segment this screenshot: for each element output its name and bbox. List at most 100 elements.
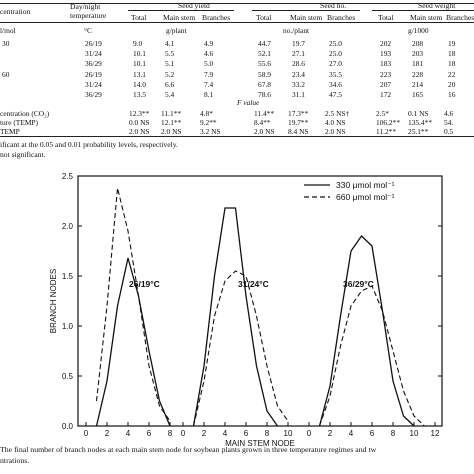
header-temp-line1: Day/night xyxy=(70,2,101,11)
x-tick-label: 0 xyxy=(181,429,186,438)
y-axis-label: BRANCH NODES xyxy=(49,269,58,333)
table-cell: 183 xyxy=(380,59,392,68)
row-temperature: 36/29 xyxy=(85,59,102,68)
table-cell: 9.0 xyxy=(133,39,143,48)
table-cell: 31.1 xyxy=(292,90,305,99)
fvalue-cell: 4.0 NS xyxy=(325,118,346,127)
panel-temperature-label: 31/24°C xyxy=(238,279,269,289)
table-cell: 5.2 xyxy=(165,70,175,79)
fvalue-cell: 4.6 xyxy=(444,109,454,118)
figure-caption-line2: ntrations. xyxy=(0,456,30,465)
table-cell: 4.6 xyxy=(204,49,214,58)
y-tick-label: 0.0 xyxy=(62,422,74,431)
x-tick-label: 8 xyxy=(265,429,270,438)
x-tick-label: 4 xyxy=(126,429,131,438)
sub-header: Main stem xyxy=(410,13,443,22)
x-tick-label: 8 xyxy=(391,429,396,438)
y-tick-label: 0.5 xyxy=(62,372,74,381)
table-cell: 214 xyxy=(412,80,424,89)
unit-yield: g/plant xyxy=(166,26,187,35)
table-cell: 25.0 xyxy=(329,49,342,58)
table-cell: 78.6 xyxy=(258,90,271,99)
chart-axes xyxy=(77,175,443,427)
fvalue-cell: 12.1** xyxy=(161,118,182,127)
chart-lines xyxy=(95,187,425,427)
x-tick-label: 8 xyxy=(168,429,173,438)
x-tick-label: 0 xyxy=(307,429,312,438)
table-cell: 22 xyxy=(448,70,456,79)
table-cell: 10.1 xyxy=(133,49,146,58)
table-cell: 67.8 xyxy=(258,80,271,89)
table-cell: 27.1 xyxy=(292,49,305,58)
x-tick-label: 2 xyxy=(202,429,207,438)
x-tick-label: 4 xyxy=(223,429,228,438)
sub-header: Total xyxy=(378,13,394,22)
table-cell: 58.9 xyxy=(258,70,271,79)
group-header-seed-no: Seed no. xyxy=(320,1,347,10)
unit-temp: °C xyxy=(84,26,92,35)
table-cell: 19.7 xyxy=(292,39,305,48)
table-cell: 28.6 xyxy=(292,59,305,68)
series-line-330 xyxy=(95,257,171,427)
series-line-660 xyxy=(95,187,171,422)
fvalue-cell: 2.5* xyxy=(376,109,389,118)
row-temperature: 36/29 xyxy=(85,90,102,99)
table-cell: 23.4 xyxy=(292,70,305,79)
panel-temperature-label: 36/29°C xyxy=(343,279,374,289)
table-cell: 52.1 xyxy=(258,49,271,58)
row-temperature: 31/24 xyxy=(85,80,102,89)
table-cell: 223 xyxy=(380,70,392,79)
table-cell: 55.6 xyxy=(258,59,271,68)
table-top-rule xyxy=(0,3,474,4)
x-tick-label: 2 xyxy=(105,429,110,438)
fvalue-cell: 2.0 NS xyxy=(161,127,182,136)
table-cell: 13.5 xyxy=(133,90,146,99)
table-cell: 19 xyxy=(448,39,456,48)
fvalue-cell: 25.1** xyxy=(408,127,429,136)
header-temp-line2: temperature xyxy=(70,11,107,20)
fvalue-cell: 2.5 NS† xyxy=(325,109,350,118)
fvalue-cell: 4.8* xyxy=(200,109,213,118)
table-cell: 44.7 xyxy=(258,39,271,48)
table-cell: 203 xyxy=(412,49,424,58)
series-line-330 xyxy=(318,235,415,427)
fvalue-cell: 3.2 NS xyxy=(200,127,221,136)
fvalue-label: TEMP xyxy=(0,127,20,136)
chart-labels: BRANCH NODES MAIN STEM NODE 26/19°C 31/24°C… xyxy=(49,269,374,448)
fvalue-cell: 0.5 xyxy=(444,127,454,136)
table-cell: 10.1 xyxy=(133,59,146,68)
group-rule-number xyxy=(252,10,360,11)
table-cell: 35.5 xyxy=(329,70,342,79)
fvalue-cell: 0.0 NS xyxy=(129,118,150,127)
table-cell: 181 xyxy=(412,59,424,68)
fvalue-cell: 135.4** xyxy=(408,118,433,127)
table-cell: 5.0 xyxy=(204,59,214,68)
table-cell: 208 xyxy=(412,39,424,48)
panel-temperature-label: 26/19°C xyxy=(129,279,160,289)
header-concentration: centration xyxy=(0,7,31,16)
fvalue-cell: 2.0 NS xyxy=(325,127,346,136)
fvalue-cell: 2.0 NS xyxy=(129,127,150,136)
sub-header: Main stem xyxy=(163,13,196,22)
fvalue-cell: 17.3** xyxy=(288,109,309,118)
fvalue-header: F value xyxy=(237,98,260,107)
series-line-660 xyxy=(318,285,425,427)
series-line-660 xyxy=(192,270,289,427)
fvalue-label: ture (TEMP) xyxy=(0,118,38,127)
table-cell: 7.4 xyxy=(204,80,214,89)
table-cell: 5.4 xyxy=(165,90,175,99)
fvalue-cell: 8.4** xyxy=(254,118,271,127)
unit-weight: g/1000 xyxy=(408,26,429,35)
table-cell: 13.1 xyxy=(133,70,146,79)
fvalue-cell: 9.2** xyxy=(200,118,217,127)
sub-header: Branches xyxy=(202,13,231,22)
x-tick-label: 6 xyxy=(147,429,152,438)
fvalue-cell: 8.4 NS xyxy=(288,127,309,136)
x-tick-label: 6 xyxy=(244,429,249,438)
sub-header: Branches xyxy=(446,13,474,22)
x-tick-label: 0 xyxy=(84,429,89,438)
figure-caption-line1: The final number of branch nodes at each… xyxy=(0,445,377,454)
chart-ticks: 0.00.51.01.52.02.50 2 4 6 8 0 2 4 6 8 10 0 2 4 6 8 10 12 xyxy=(62,172,442,438)
unit-number: no./plant xyxy=(283,26,310,35)
